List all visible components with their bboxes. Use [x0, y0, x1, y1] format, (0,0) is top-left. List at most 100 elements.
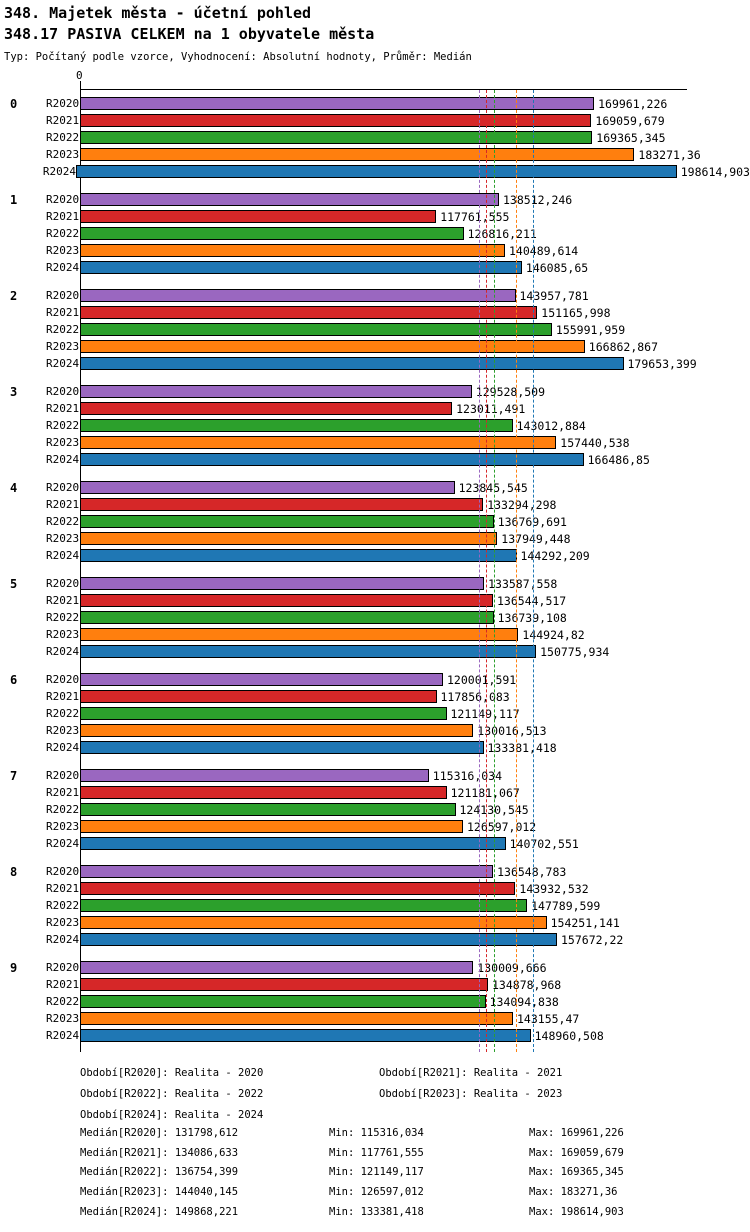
group-number: 4	[10, 480, 18, 495]
value-label: 120001,591	[447, 672, 517, 687]
bar-cell: 133587,558	[80, 577, 557, 591]
year-label: R2024	[42, 165, 76, 178]
value-label: 129528,509	[475, 384, 546, 399]
bar-R2024	[75, 165, 677, 178]
value-label: 123845,545	[458, 480, 528, 495]
value-label: 133381,418	[487, 740, 557, 755]
bar-R2020	[80, 961, 474, 974]
bar-row: 0 R2020 169961,226	[0, 95, 750, 112]
legend-cell: Období[R2022]: Realita - 2022	[80, 1088, 264, 1100]
year-label: R2022	[46, 899, 80, 912]
value-label: 136548,783	[497, 864, 567, 879]
bar-cell: 117856,083	[80, 690, 510, 704]
bar-row: R2021 117856,083	[0, 688, 750, 705]
year-label: R2023	[46, 628, 80, 641]
stat-cell: Medián[R2022]: 136754,399	[80, 1166, 239, 1179]
year-label: R2022	[46, 323, 80, 336]
legend-cell: Období[R2021]: Realita - 2021	[379, 1067, 563, 1079]
value-label: 123011,491	[456, 401, 526, 416]
value-label: 144292,209	[520, 548, 590, 563]
year-label: R2020	[46, 865, 80, 878]
year-label: R2022	[46, 803, 80, 816]
group-number: 9	[10, 960, 18, 975]
year-label: R2023	[46, 1012, 80, 1025]
legend-cell: Období[R2024]: Realita - 2024	[80, 1109, 264, 1121]
value-label: 166862,867	[588, 339, 659, 354]
bar-cell: 121181,067	[80, 786, 520, 800]
bar-group-3: 3 R2020 129528,509 R2021 123011,491 R2022 1430…	[0, 383, 750, 468]
bar-R2022	[80, 131, 593, 144]
value-label: 138512,246	[503, 192, 573, 207]
year-label: R2024	[46, 357, 80, 370]
bar-row: R2023 137949,448	[0, 530, 750, 547]
bar-row: R2023 143155,47	[0, 1010, 750, 1027]
stat-cell: Min: 133381,418	[329, 1205, 424, 1218]
bar-cell: 123011,491	[80, 402, 525, 416]
bar-cell: 124130,545	[80, 803, 529, 817]
bar-R2022	[80, 611, 494, 624]
year-label: R2022	[46, 995, 80, 1008]
stat-cell: Min: 117761,555	[329, 1146, 424, 1159]
stat-row: Medián[R2020]: 131798,612 Min: 115316,034…	[0, 1127, 750, 1147]
bar-row: R2021 121181,067	[0, 784, 750, 801]
value-label: 133294,298	[487, 497, 557, 512]
bar-row: R2022 124130,545	[0, 801, 750, 818]
legend-cell: Období[R2020]: Realita - 2020	[80, 1067, 264, 1079]
stat-row: Medián[R2023]: 144040,145 Min: 126597,012…	[0, 1186, 750, 1206]
bar-row: R2024 146085,65	[0, 259, 750, 276]
bar-cell: 126597,012	[80, 820, 536, 834]
bar-R2020	[80, 673, 443, 686]
bar-R2022	[80, 419, 513, 432]
value-label: 155991,959	[555, 322, 626, 337]
year-label: R2024	[46, 1029, 80, 1042]
bar-cell: 130009,666	[80, 961, 547, 975]
value-label: 140489,614	[509, 243, 579, 258]
bar-cell: 136548,783	[80, 865, 566, 879]
year-label: R2020	[46, 193, 80, 206]
bar-row: R2023 126597,012	[0, 818, 750, 835]
value-label: 143155,47	[517, 1011, 580, 1026]
bar-row: R2023 144924,82	[0, 626, 750, 643]
bar-chart: 0 0 R2020 169961,226 R2021 169059,679 R2022 16…	[0, 69, 750, 1064]
year-label: R2020	[46, 577, 80, 590]
value-label: 198614,903	[680, 164, 750, 179]
bar-R2020	[80, 865, 494, 878]
bar-R2023	[80, 628, 519, 641]
y-axis-line	[80, 81, 81, 1052]
bar-cell: 157440,538	[80, 436, 630, 450]
year-label: R2024	[46, 837, 80, 850]
bar-row: R2024 198614,903	[0, 163, 750, 180]
chart-meta: Typ: Počítaný podle vzorce, Vyhodnocení:…	[4, 51, 472, 63]
bar-cell: 198614,903	[75, 164, 750, 179]
year-label: R2020	[46, 97, 80, 110]
bar-cell: 143932,532	[80, 882, 589, 896]
bar-row: 7 R2020 115316,034	[0, 767, 750, 784]
bar-cell: 123845,545	[80, 481, 528, 495]
bar-group-9: 9 R2020 130009,666 R2021 134878,968 R2022 1340…	[0, 959, 750, 1044]
bar-row: R2023 130016,513	[0, 722, 750, 739]
bar-cell: 136769,691	[80, 515, 567, 529]
bar-R2020	[80, 193, 499, 206]
bar-group-6: 6 R2020 120001,591 R2021 117856,083 R2022 1211…	[0, 671, 750, 756]
bar-row: 1 R2020 138512,246	[0, 191, 750, 208]
bar-R2024	[80, 933, 557, 946]
median-lines	[80, 90, 700, 1052]
bar-cell: 143155,47	[80, 1012, 579, 1026]
value-label: 143932,532	[519, 881, 589, 896]
bar-cell: 144924,82	[80, 628, 585, 642]
bar-row: R2021 134878,968	[0, 976, 750, 993]
bar-R2023	[80, 340, 585, 353]
value-label: 179653,399	[627, 356, 697, 371]
group-number: 5	[10, 576, 18, 591]
bar-group-8: 8 R2020 136548,783 R2021 143932,532 R2022 1477…	[0, 863, 750, 948]
value-label: 126597,012	[467, 819, 537, 834]
year-label: R2023	[46, 436, 80, 449]
year-label: R2021	[46, 114, 80, 127]
value-label: 134094,838	[489, 994, 559, 1009]
year-label: R2021	[46, 210, 80, 223]
value-label: 143957,781	[519, 288, 589, 303]
year-label: R2021	[46, 690, 80, 703]
bar-R2023	[80, 532, 498, 545]
bar-R2021	[80, 594, 493, 607]
